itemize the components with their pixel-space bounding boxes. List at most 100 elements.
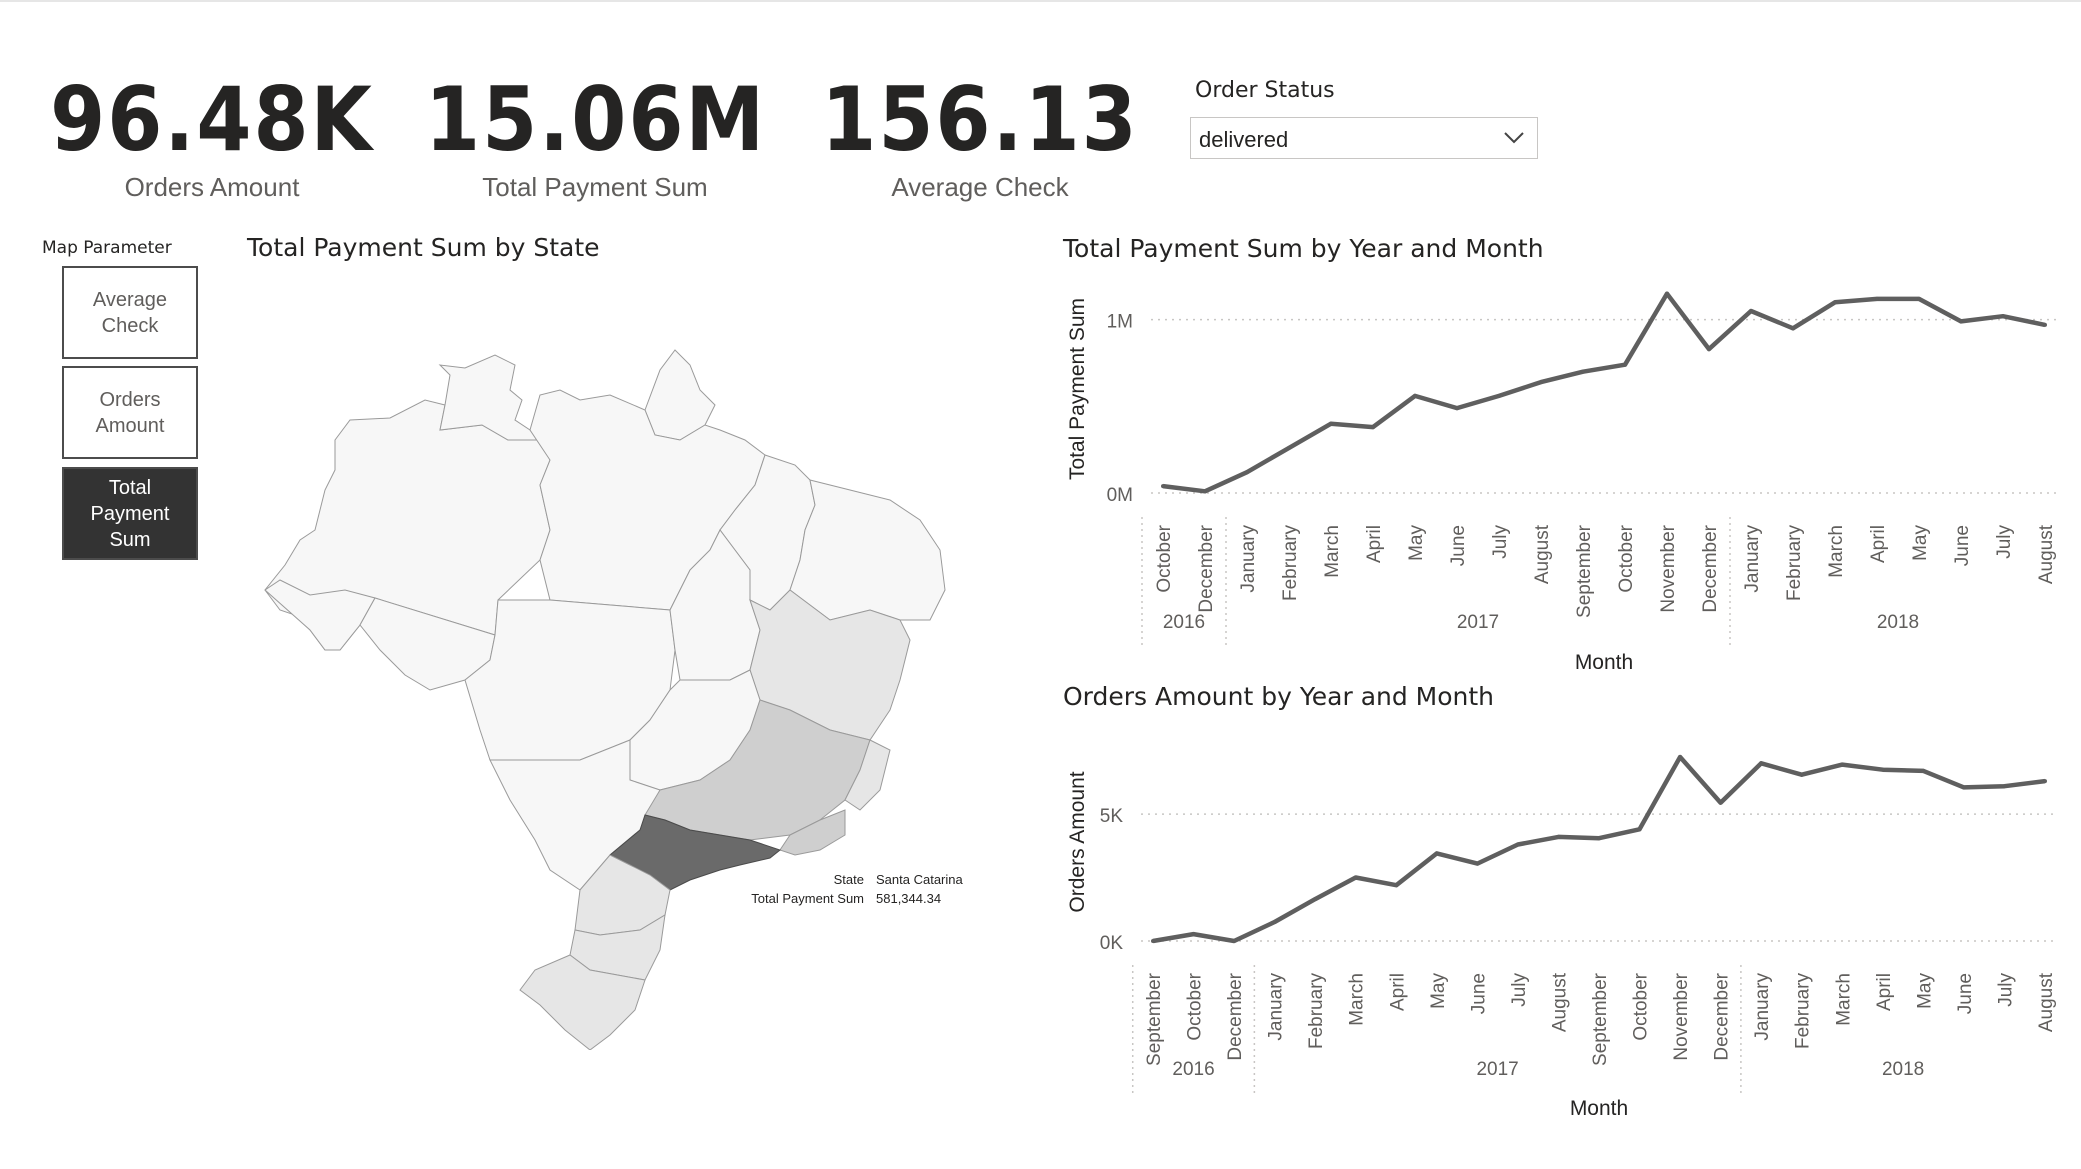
x-tick-label: May [1910,525,1931,561]
x-tick-label: February [1280,525,1301,602]
y-tick-label: 5K [1100,806,1124,827]
data-point [1707,347,1711,352]
data-point [1203,489,1207,494]
y-tick-label: 0K [1100,933,1124,954]
year-label: 2016 [1172,1059,1214,1080]
x-tick-label: February [1306,973,1327,1050]
series-line [1152,754,2046,944]
tooltip-key: Total Payment Sum [751,891,864,906]
data-point [1515,842,1520,847]
data-point [1597,836,1601,841]
year-label: 2017 [1476,1059,1518,1080]
data-point [1313,897,1318,902]
data-point [1581,369,1585,374]
data-point [1272,919,1277,924]
x-tick-label: March [1833,973,1854,1026]
data-point [1232,939,1237,943]
data-point [2043,322,2047,327]
series-line [1162,291,2046,494]
x-tick-label: December [1196,524,1217,612]
x-tick-label: August [2036,972,2057,1032]
brazil-state-map[interactable] [250,290,970,1050]
orders-line-chart[interactable]: Orders Amount by Year and Month 0K 5K Order… [1060,673,2070,1143]
kpi-value: 96.48K [50,68,374,171]
data-point [1637,827,1642,832]
data-point [1921,768,1926,773]
map-title: Total Payment Sum by State [247,233,600,262]
x-tick-label: October [1616,524,1637,592]
data-point [1434,851,1439,856]
data-point [2043,779,2047,784]
data-point [1623,362,1627,367]
data-point [2001,314,2005,319]
x-tick-label: October [1185,972,1206,1040]
data-point [1151,939,1155,943]
x-tick-label: April [1874,973,1895,1011]
data-point [1759,761,1764,766]
year-label: 2018 [1877,612,1919,633]
chevron-down-icon[interactable] [1503,126,1525,148]
payment-line-chart[interactable]: Total Payment Sum by Year and Month 0M 1M T… [1060,225,2070,685]
data-point [1665,291,1669,296]
x-axis-label: Month [1575,651,1633,674]
map-parameter-total-payment-sum[interactable]: Total Payment Sum [62,467,198,560]
map-parameter-average-check[interactable]: Average Check [62,266,198,359]
y-axis-label: Orders Amount [1066,771,1089,912]
order-status-title: Order Status [1195,78,1335,103]
year-label: 2016 [1163,612,1205,633]
data-point [1833,300,1837,305]
state-region[interactable] [779,809,846,856]
x-tick-label: April [1364,525,1385,563]
data-point [1455,406,1459,411]
tooltip-value: Santa Catarina [876,872,963,887]
data-point [1371,425,1375,430]
kpi-value: 15.06M [425,68,767,171]
x-tick-label: January [1752,973,1773,1041]
y-axis-label: Total Payment Sum [1066,298,1089,480]
x-axis-label: Month [1570,1097,1628,1120]
data-point [1959,319,1963,324]
x-tick-label: June [1448,525,1469,566]
order-status-dropdown[interactable]: delivered [1190,117,1538,159]
state-region[interactable] [438,354,542,441]
x-tick-label: September [1574,524,1595,618]
x-tick-label: June [1468,973,1489,1014]
kpi-average-check: 156.13 Average Check [810,70,1150,203]
data-point [1799,772,1804,777]
x-tick-label: July [1509,973,1530,1007]
state-region[interactable] [844,739,891,811]
x-tick-label: July [1994,525,2015,559]
map-parameter-orders-amount[interactable]: Orders Amount [62,366,198,459]
state-region[interactable] [519,954,646,1050]
x-tick-label: February [1784,525,1805,602]
tooltip-key: State [833,872,864,887]
data-point [1961,785,1966,790]
data-point [1497,393,1501,398]
data-point [1475,861,1480,866]
map-parameter-title: Map Parameter [42,238,172,258]
data-point [1353,875,1358,880]
data-point [1539,380,1543,385]
x-tick-label: July [1995,973,2016,1007]
x-tick-label: October [1631,972,1652,1040]
year-label: 2018 [1882,1059,1924,1080]
x-tick-label: April [1387,973,1408,1011]
map-tooltip: State Santa Catarina Total Payment Sum 5… [740,872,963,910]
data-point [1749,309,1753,313]
x-tick-label: March [1322,525,1343,578]
x-tick-label: June [1952,525,1973,566]
year-label: 2017 [1457,612,1499,633]
data-point [1917,296,1921,301]
data-point [1329,421,1333,426]
x-tick-label: December [1225,972,1246,1060]
x-tick-label: May [1914,973,1935,1009]
data-point [1880,767,1885,772]
x-tick-label: May [1428,973,1449,1009]
y-tick-label: 1M [1107,312,1133,333]
chart-title: Orders Amount by Year and Month [1063,682,1494,711]
x-tick-label: January [1742,525,1763,593]
x-tick-label: June [1955,973,1976,1014]
data-point [1413,393,1417,398]
y-tick-label: 0M [1107,485,1133,506]
kpi-orders-amount: 96.48K Orders Amount [42,70,382,203]
